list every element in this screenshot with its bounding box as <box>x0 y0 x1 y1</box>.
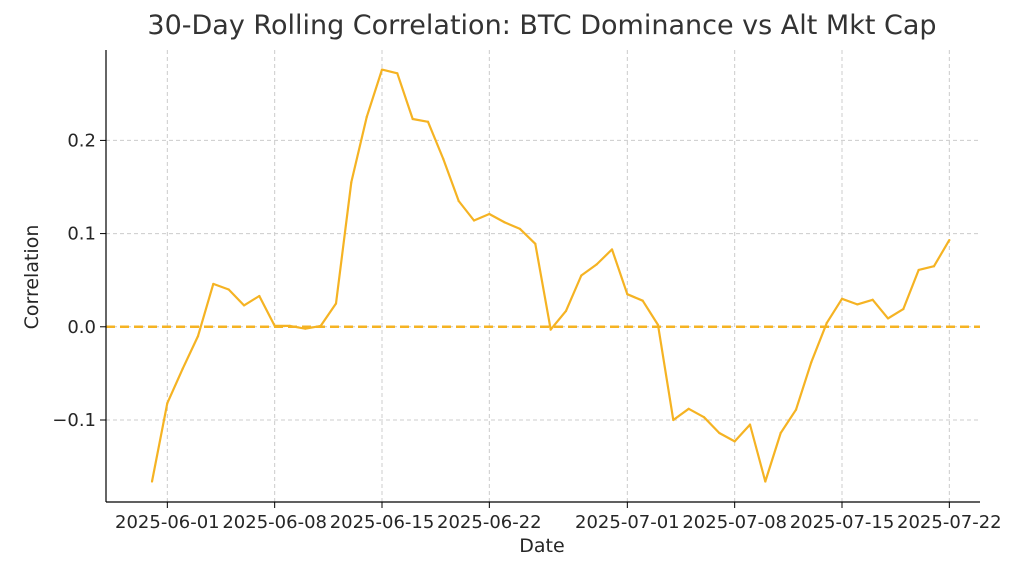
data-point <box>503 221 506 224</box>
x-tick-label: 2025-06-01 <box>115 512 220 533</box>
data-point <box>258 294 261 298</box>
data-point <box>549 328 552 331</box>
data-point <box>794 408 798 411</box>
data-point <box>196 335 200 338</box>
data-point <box>810 361 813 364</box>
data-point <box>871 298 874 301</box>
data-point <box>718 431 721 435</box>
data-point <box>687 407 690 410</box>
data-point <box>273 324 276 327</box>
data-point <box>411 117 414 121</box>
data-point <box>518 227 522 231</box>
data-point <box>825 321 828 325</box>
x-tick-label: 2025-06-08 <box>222 512 327 533</box>
data-point <box>534 242 537 245</box>
data-point <box>840 297 844 300</box>
axes <box>105 50 980 503</box>
y-tick-label: 0.1 <box>67 224 96 245</box>
data-point <box>334 302 338 305</box>
data-point <box>288 324 292 327</box>
y-tick-label: −0.1 <box>52 410 96 431</box>
data-point <box>472 219 476 222</box>
data-point <box>595 263 598 266</box>
data-point <box>733 440 736 443</box>
y-tick-label: 0.2 <box>67 130 96 151</box>
data-point <box>886 317 890 320</box>
data-point <box>426 120 430 123</box>
data-point <box>610 248 614 251</box>
x-tick-label: 2025-06-15 <box>330 512 435 533</box>
data-point <box>242 304 246 307</box>
data-point <box>319 324 322 327</box>
data-point <box>856 303 859 306</box>
data-point <box>948 239 951 242</box>
data-point <box>442 157 445 161</box>
y-axis-title: Correlation <box>21 225 43 330</box>
x-tick-label: 2025-07-08 <box>682 512 787 533</box>
data-point <box>764 480 767 483</box>
data-point <box>350 181 353 184</box>
chart-title: 30-Day Rolling Correlation: BTC Dominanc… <box>147 10 937 41</box>
data-point <box>672 418 675 422</box>
data-point <box>166 402 169 405</box>
data-point <box>702 416 706 419</box>
data-point <box>227 288 230 291</box>
data-point <box>181 367 184 370</box>
y-ticks: −0.1 0.0 0.1 0.2 <box>52 130 106 431</box>
data-point <box>212 282 215 286</box>
data-point <box>457 199 460 203</box>
series-line <box>150 68 951 483</box>
grid-lines <box>106 50 980 502</box>
data-point <box>932 265 936 268</box>
data-point <box>779 431 782 435</box>
data-point <box>902 307 905 311</box>
x-tick-label: 2025-07-01 <box>575 512 680 533</box>
data-point <box>396 72 399 75</box>
data-point <box>365 116 368 119</box>
data-point <box>380 68 384 71</box>
data-point <box>488 212 491 216</box>
x-axis-title: Date <box>519 535 564 557</box>
data-point <box>580 274 583 277</box>
data-point <box>626 293 629 296</box>
x-tick-label: 2025-06-22 <box>437 512 542 533</box>
data-point <box>150 480 154 483</box>
data-point <box>748 423 752 426</box>
data-point <box>917 268 920 272</box>
x-tick-label: 2025-07-15 <box>790 512 895 533</box>
x-tick-label: 2025-07-22 <box>897 512 1002 533</box>
data-point <box>304 327 307 330</box>
data-point <box>564 309 568 313</box>
y-tick-label: 0.0 <box>67 317 96 338</box>
data-point <box>641 299 644 302</box>
data-point <box>656 323 660 327</box>
x-ticks: 2025-06-01 2025-06-08 2025-06-15 2025-06-22… <box>115 502 1002 533</box>
